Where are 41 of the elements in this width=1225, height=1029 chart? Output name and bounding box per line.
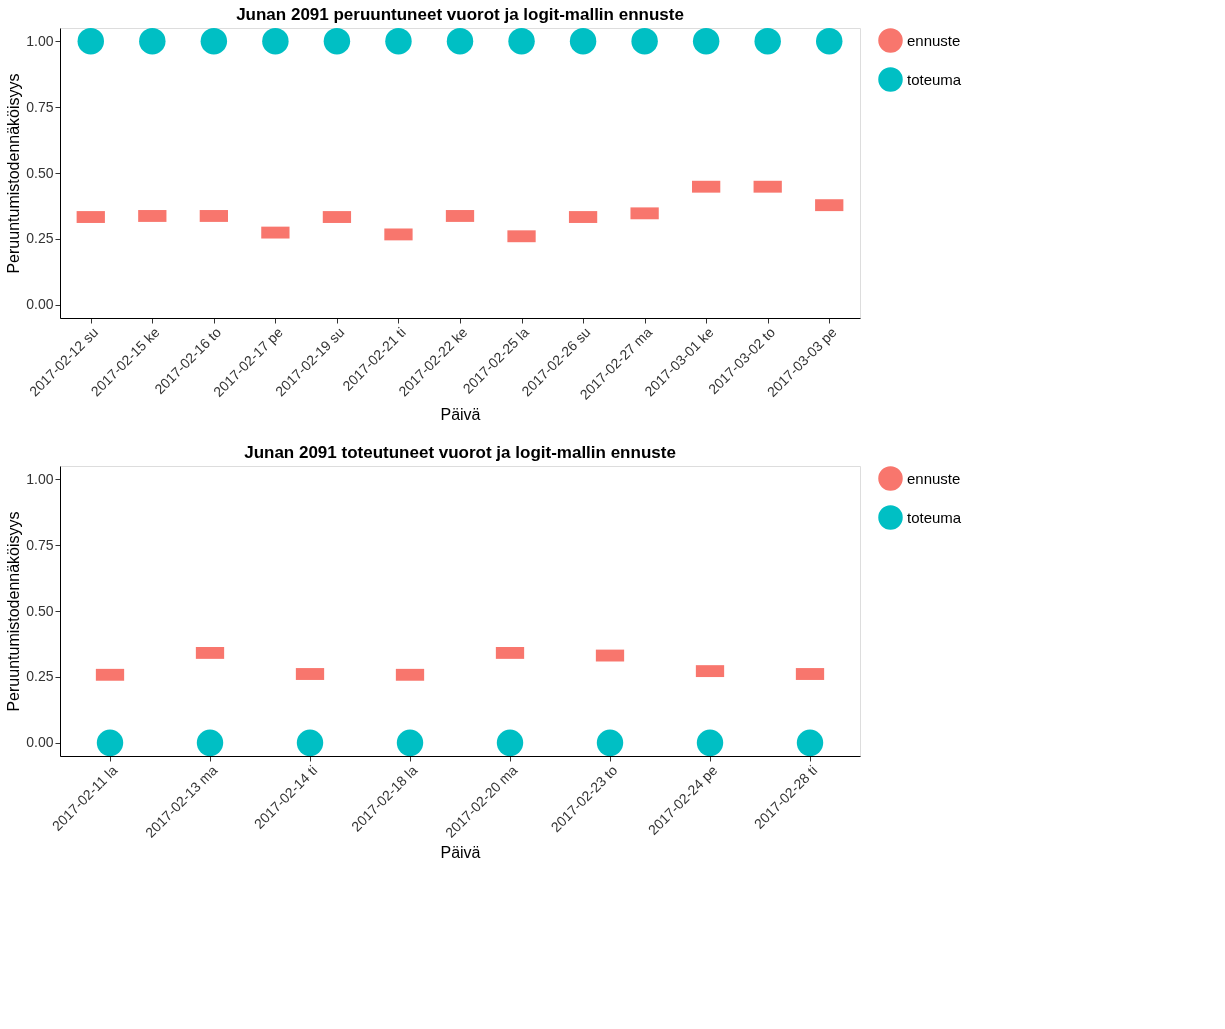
x-axis-title: Päivä xyxy=(440,843,481,861)
point xyxy=(96,729,124,757)
point xyxy=(596,729,624,757)
point xyxy=(816,27,843,55)
y-tick-label: 0.25 xyxy=(26,230,54,247)
point xyxy=(296,729,324,757)
y-axis-title: Peruuntumistodennäköisyys xyxy=(5,73,23,274)
point xyxy=(77,27,104,55)
point xyxy=(796,729,824,757)
legend-label: ennuste xyxy=(907,31,961,49)
y-tick-label: 0.00 xyxy=(26,296,54,313)
point xyxy=(446,27,474,55)
point xyxy=(692,27,720,55)
y-axis-title: Peruuntumistodennäköisyys xyxy=(5,511,23,712)
point xyxy=(631,27,658,55)
y-tick-label: 0.75 xyxy=(26,98,54,115)
point xyxy=(754,27,781,55)
legend-label: toteuma xyxy=(907,70,962,88)
y-tick-label: 0.75 xyxy=(26,536,54,553)
y-tick-label: 1.00 xyxy=(26,32,54,49)
y-tick-label: 0.00 xyxy=(26,734,54,751)
point xyxy=(696,729,724,757)
legend-label: toteuma xyxy=(907,508,962,526)
y-tick-label: 0.50 xyxy=(26,602,54,619)
y-tick-label: 0.50 xyxy=(26,164,54,181)
y-tick-label: 1.00 xyxy=(26,470,54,487)
x-axis-title: Päivä xyxy=(440,405,481,423)
point xyxy=(200,27,228,55)
point xyxy=(323,27,351,55)
point xyxy=(508,27,535,55)
legend-label: ennuste xyxy=(907,469,961,487)
point xyxy=(385,27,412,55)
chart-title: Junan 2091 toteutuneet vuorot ja logit-mallin ennuste xyxy=(244,443,676,462)
point xyxy=(196,729,224,757)
point xyxy=(262,27,289,55)
chart-title: Junan 2091 peruuntuneet vuorot ja logit-mallin ennuste xyxy=(236,4,684,24)
point xyxy=(569,27,597,55)
point xyxy=(139,27,166,55)
point xyxy=(396,729,424,757)
point xyxy=(496,729,524,757)
y-tick-label: 0.25 xyxy=(26,668,54,685)
